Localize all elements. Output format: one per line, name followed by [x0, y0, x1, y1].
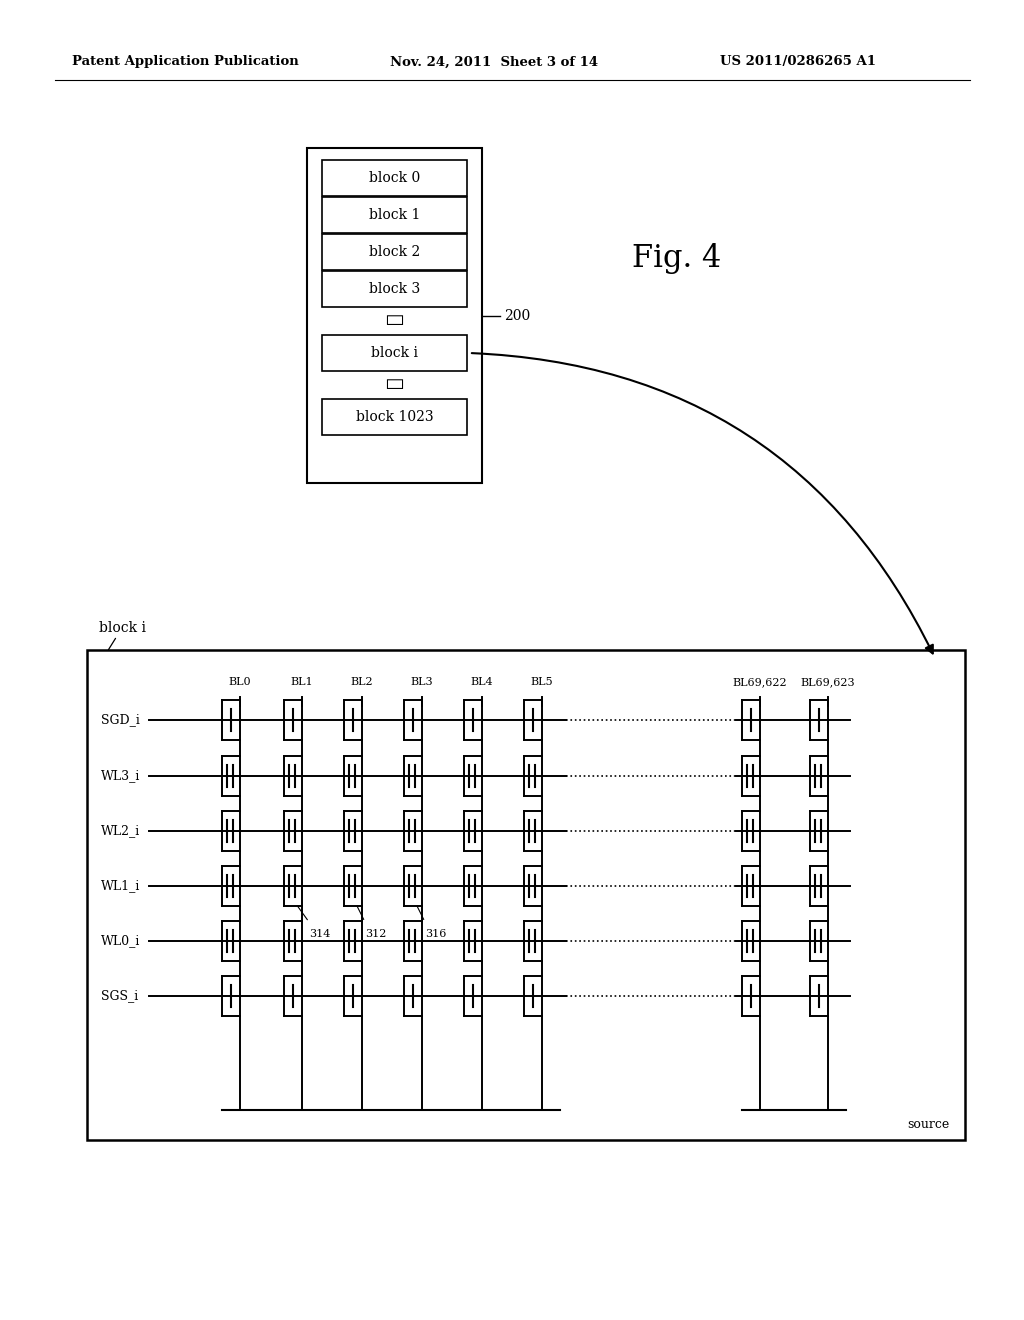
Text: BL69,623: BL69,623 [801, 677, 855, 686]
Text: BL2: BL2 [350, 677, 374, 686]
Text: BL1: BL1 [291, 677, 313, 686]
Text: 200: 200 [504, 309, 530, 322]
Text: source: source [907, 1118, 950, 1130]
Text: 312: 312 [365, 929, 386, 939]
Bar [307, 148, 482, 483]
Text: WL3_i: WL3_i [101, 770, 140, 783]
Text: Fig. 4: Fig. 4 [632, 243, 721, 273]
Text: BL4: BL4 [471, 677, 494, 686]
Bar [322, 160, 467, 195]
Text: 314: 314 [309, 929, 331, 939]
Text: block 2: block 2 [369, 246, 420, 259]
Text: block 3: block 3 [369, 282, 420, 296]
FancyArrowPatch shape [472, 354, 933, 653]
Text: 316: 316 [425, 929, 446, 939]
Text: BL0: BL0 [228, 677, 251, 686]
Text: ⋯: ⋯ [385, 312, 403, 323]
Text: SGS_i: SGS_i [101, 990, 138, 1002]
Text: Nov. 24, 2011  Sheet 3 of 14: Nov. 24, 2011 Sheet 3 of 14 [390, 55, 598, 69]
Text: WL1_i: WL1_i [101, 879, 140, 892]
Text: block i: block i [371, 346, 418, 360]
Text: BL69,622: BL69,622 [733, 677, 787, 686]
Text: block i: block i [99, 620, 146, 635]
Text: WL2_i: WL2_i [101, 825, 140, 837]
Text: SGD_i: SGD_i [101, 714, 140, 726]
Text: WL0_i: WL0_i [101, 935, 140, 948]
Text: US 2011/0286265 A1: US 2011/0286265 A1 [720, 55, 876, 69]
Bar [322, 399, 467, 436]
Text: BL5: BL5 [530, 677, 553, 686]
Text: block 1: block 1 [369, 209, 420, 222]
Text: ⋯: ⋯ [385, 376, 403, 388]
Bar [322, 234, 467, 271]
Bar [322, 197, 467, 234]
Bar [322, 271, 467, 308]
Text: block 1023: block 1023 [355, 411, 433, 424]
Text: block 0: block 0 [369, 172, 420, 185]
Text: BL3: BL3 [411, 677, 433, 686]
Bar [322, 335, 467, 371]
Text: Patent Application Publication: Patent Application Publication [72, 55, 299, 69]
Bar [87, 649, 965, 1140]
